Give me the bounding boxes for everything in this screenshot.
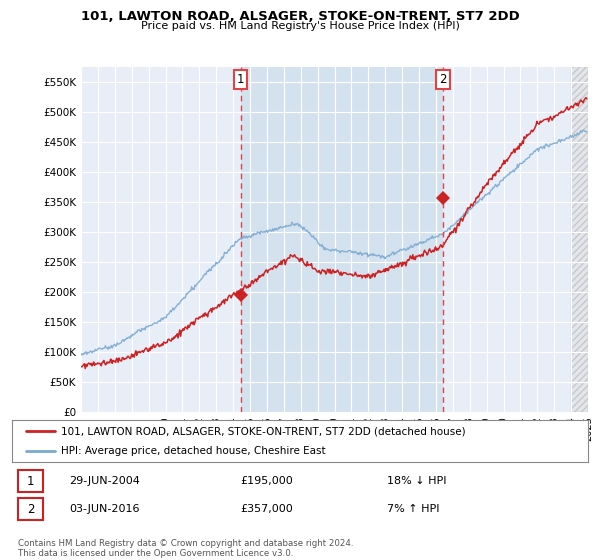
Text: 18% ↓ HPI: 18% ↓ HPI — [387, 476, 446, 486]
Bar — [241, 67, 443, 412]
Text: 2: 2 — [439, 73, 447, 86]
Text: 1: 1 — [237, 73, 244, 86]
Text: 101, LAWTON ROAD, ALSAGER, STOKE-ON-TRENT, ST7 2DD (detached house): 101, LAWTON ROAD, ALSAGER, STOKE-ON-TREN… — [61, 426, 466, 436]
Text: 7% ↑ HPI: 7% ↑ HPI — [387, 504, 439, 514]
Bar — [571, 67, 588, 412]
Text: 101, LAWTON ROAD, ALSAGER, STOKE-ON-TRENT, ST7 2DD: 101, LAWTON ROAD, ALSAGER, STOKE-ON-TREN… — [80, 10, 520, 23]
Text: Contains HM Land Registry data © Crown copyright and database right 2024.
This d: Contains HM Land Registry data © Crown c… — [18, 539, 353, 558]
Text: HPI: Average price, detached house, Cheshire East: HPI: Average price, detached house, Ches… — [61, 446, 326, 456]
Text: 03-JUN-2016: 03-JUN-2016 — [69, 504, 139, 514]
Text: Price paid vs. HM Land Registry's House Price Index (HPI): Price paid vs. HM Land Registry's House … — [140, 21, 460, 31]
Text: 29-JUN-2004: 29-JUN-2004 — [69, 476, 140, 486]
Text: 1: 1 — [27, 474, 34, 488]
Text: £357,000: £357,000 — [240, 504, 293, 514]
Text: 2: 2 — [27, 502, 34, 516]
Text: £195,000: £195,000 — [240, 476, 293, 486]
